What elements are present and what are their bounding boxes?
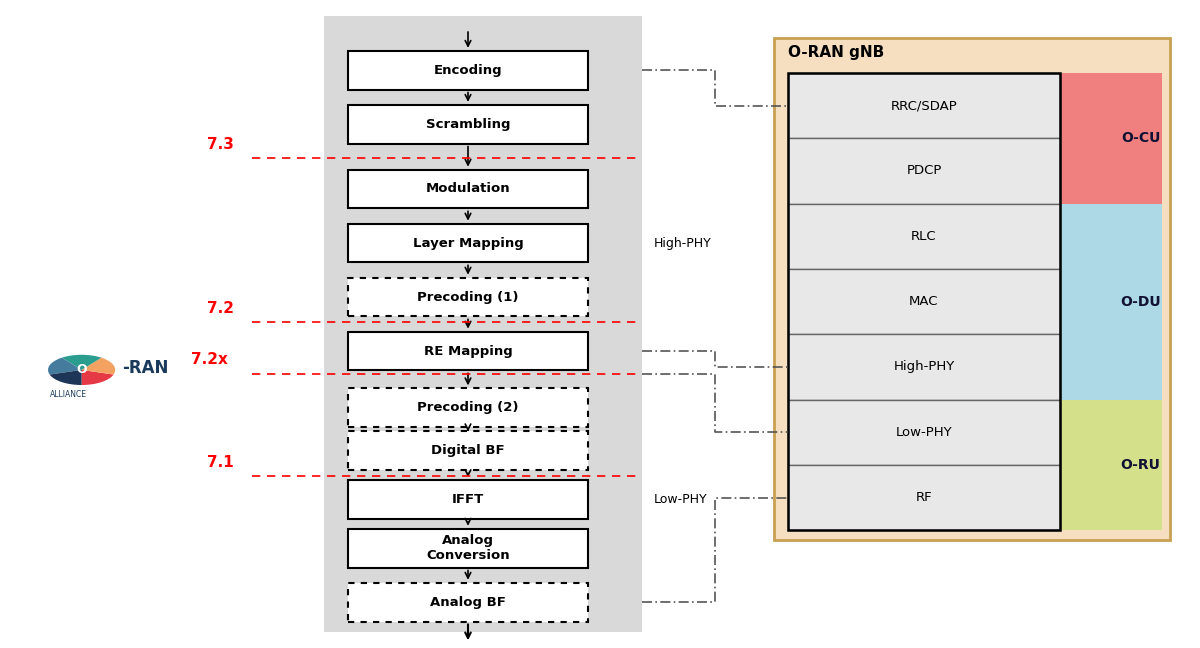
FancyBboxPatch shape bbox=[788, 334, 1060, 400]
Text: O-DU: O-DU bbox=[1120, 295, 1160, 308]
Text: RF: RF bbox=[916, 491, 932, 504]
Text: 7.3: 7.3 bbox=[208, 137, 234, 152]
FancyBboxPatch shape bbox=[348, 277, 588, 316]
Text: O-RAN gNB: O-RAN gNB bbox=[788, 45, 884, 60]
FancyBboxPatch shape bbox=[348, 388, 588, 427]
FancyBboxPatch shape bbox=[788, 269, 1060, 334]
Text: Analog
Conversion: Analog Conversion bbox=[426, 534, 510, 562]
FancyBboxPatch shape bbox=[348, 529, 588, 568]
Text: Layer Mapping: Layer Mapping bbox=[413, 237, 523, 249]
FancyBboxPatch shape bbox=[348, 224, 588, 262]
FancyBboxPatch shape bbox=[788, 400, 1060, 465]
FancyBboxPatch shape bbox=[324, 16, 642, 632]
FancyBboxPatch shape bbox=[348, 332, 588, 371]
Text: RE Mapping: RE Mapping bbox=[424, 345, 512, 358]
FancyBboxPatch shape bbox=[788, 465, 1060, 530]
Wedge shape bbox=[62, 355, 101, 370]
FancyBboxPatch shape bbox=[774, 38, 1170, 540]
Text: High-PHY: High-PHY bbox=[893, 360, 955, 373]
Text: Modulation: Modulation bbox=[426, 183, 510, 196]
Text: Encoding: Encoding bbox=[433, 64, 503, 76]
FancyBboxPatch shape bbox=[788, 73, 1060, 138]
Wedge shape bbox=[49, 370, 82, 385]
Wedge shape bbox=[82, 358, 115, 375]
Text: O-CU: O-CU bbox=[1121, 132, 1160, 145]
Text: O-RU: O-RU bbox=[1121, 458, 1160, 472]
FancyBboxPatch shape bbox=[788, 203, 1162, 400]
Text: ALLIANCE: ALLIANCE bbox=[50, 390, 88, 399]
FancyBboxPatch shape bbox=[348, 170, 588, 209]
Text: PDCP: PDCP bbox=[906, 165, 942, 178]
FancyBboxPatch shape bbox=[788, 203, 1060, 269]
Text: RLC: RLC bbox=[911, 230, 937, 243]
Text: Digital BF: Digital BF bbox=[431, 445, 505, 457]
Wedge shape bbox=[48, 358, 82, 375]
FancyBboxPatch shape bbox=[348, 105, 588, 144]
FancyBboxPatch shape bbox=[788, 400, 1162, 530]
FancyBboxPatch shape bbox=[788, 73, 1162, 203]
Text: -RAN: -RAN bbox=[122, 359, 169, 376]
Text: RRC/SDAP: RRC/SDAP bbox=[890, 99, 958, 112]
FancyBboxPatch shape bbox=[348, 480, 588, 519]
FancyBboxPatch shape bbox=[348, 432, 588, 470]
Text: High-PHY: High-PHY bbox=[654, 237, 712, 249]
Text: O: O bbox=[77, 364, 86, 376]
Text: Analog BF: Analog BF bbox=[430, 596, 506, 608]
FancyBboxPatch shape bbox=[788, 138, 1060, 203]
Text: IFFT: IFFT bbox=[452, 493, 484, 506]
Text: 7.2x: 7.2x bbox=[191, 353, 228, 367]
FancyBboxPatch shape bbox=[348, 51, 588, 89]
Text: 7.1: 7.1 bbox=[208, 455, 234, 470]
Text: Low-PHY: Low-PHY bbox=[895, 426, 953, 439]
Text: MAC: MAC bbox=[910, 295, 938, 308]
Text: Precoding (1): Precoding (1) bbox=[418, 290, 518, 303]
Text: Precoding (2): Precoding (2) bbox=[418, 401, 518, 414]
Wedge shape bbox=[82, 370, 114, 385]
FancyBboxPatch shape bbox=[348, 583, 588, 621]
Text: 7.2: 7.2 bbox=[208, 301, 234, 316]
Text: Scrambling: Scrambling bbox=[426, 118, 510, 131]
Text: Low-PHY: Low-PHY bbox=[654, 493, 708, 506]
